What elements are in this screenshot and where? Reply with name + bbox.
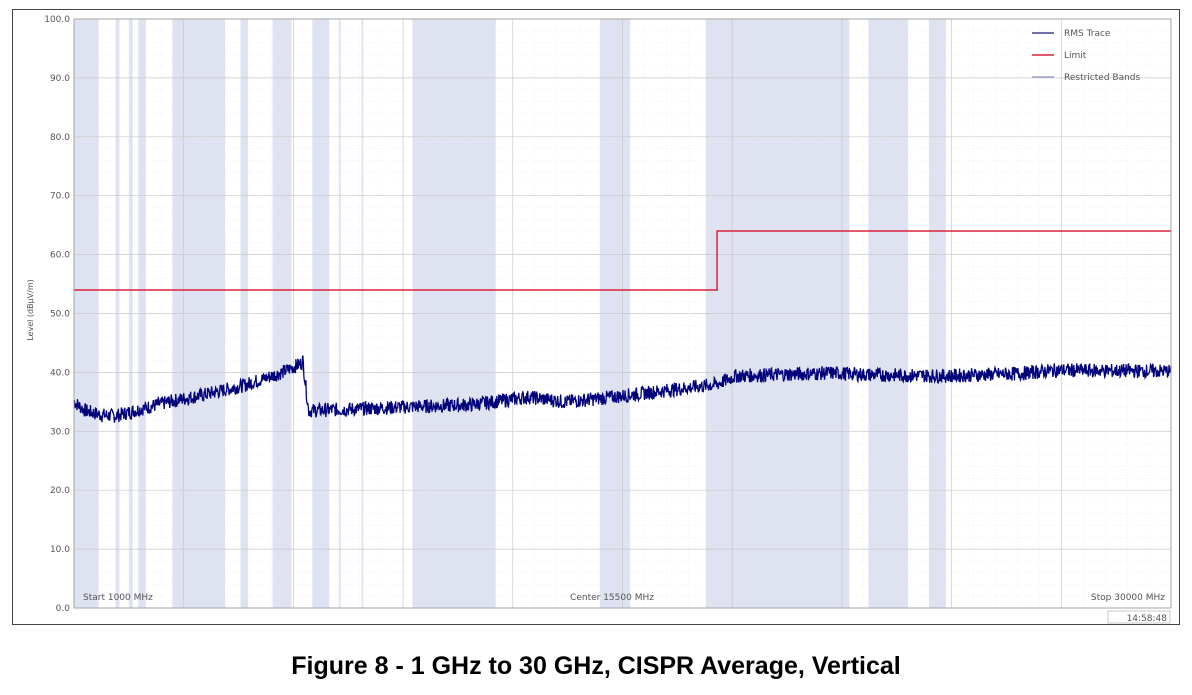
y-tick-label: 90.0 <box>50 74 70 84</box>
y-tick-label: 100.0 <box>44 15 70 25</box>
y-tick-labels: 0.0 10.0 20.0 30.0 40.0 50.0 60.0 70.0 80.0 90.0 1… <box>44 15 70 614</box>
timestamp-box <box>1107 610 1171 624</box>
y-tick-label: 0.0 <box>56 604 71 614</box>
grid-lines <box>73 18 1172 609</box>
x-stop-label: Stop 30000 MHz <box>1091 593 1165 603</box>
legend-label-restricted-bands: Restricted Bands <box>1064 73 1140 83</box>
y-tick-label: 60.0 <box>50 251 70 261</box>
y-axis-label: Level (dBµV/m) <box>26 279 35 341</box>
emission-chart: 0.0 10.0 20.0 30.0 40.0 50.0 60.0 70.0 80.0 90.0 1… <box>26 15 1172 624</box>
y-tick-label: 70.0 <box>50 192 70 202</box>
figure-caption: Figure 8 - 1 GHz to 30 GHz, CISPR Averag… <box>291 652 901 680</box>
y-tick-label: 30.0 <box>50 427 70 437</box>
series-layer <box>73 230 1172 423</box>
y-tick-label: 20.0 <box>50 486 70 496</box>
y-tick-label: 50.0 <box>50 310 70 320</box>
limit-line <box>74 230 1171 291</box>
timestamp: 14:58:48 <box>1127 614 1168 624</box>
legend: RMS Trace Limit Restricted Bands <box>1032 29 1140 83</box>
x-start-label: Start 1000 MHz <box>83 593 153 603</box>
legend-label-rms-trace: RMS Trace <box>1064 29 1111 39</box>
plot-border <box>73 18 1172 609</box>
rms-trace-line <box>73 355 1172 423</box>
y-tick-label: 80.0 <box>50 133 70 143</box>
x-center-label: Center 15500 MHz <box>570 593 654 603</box>
y-tick-label: 40.0 <box>50 368 70 378</box>
restricted-bands <box>74 19 946 608</box>
legend-label-limit: Limit <box>1064 51 1087 61</box>
y-tick-label: 10.0 <box>50 545 70 555</box>
